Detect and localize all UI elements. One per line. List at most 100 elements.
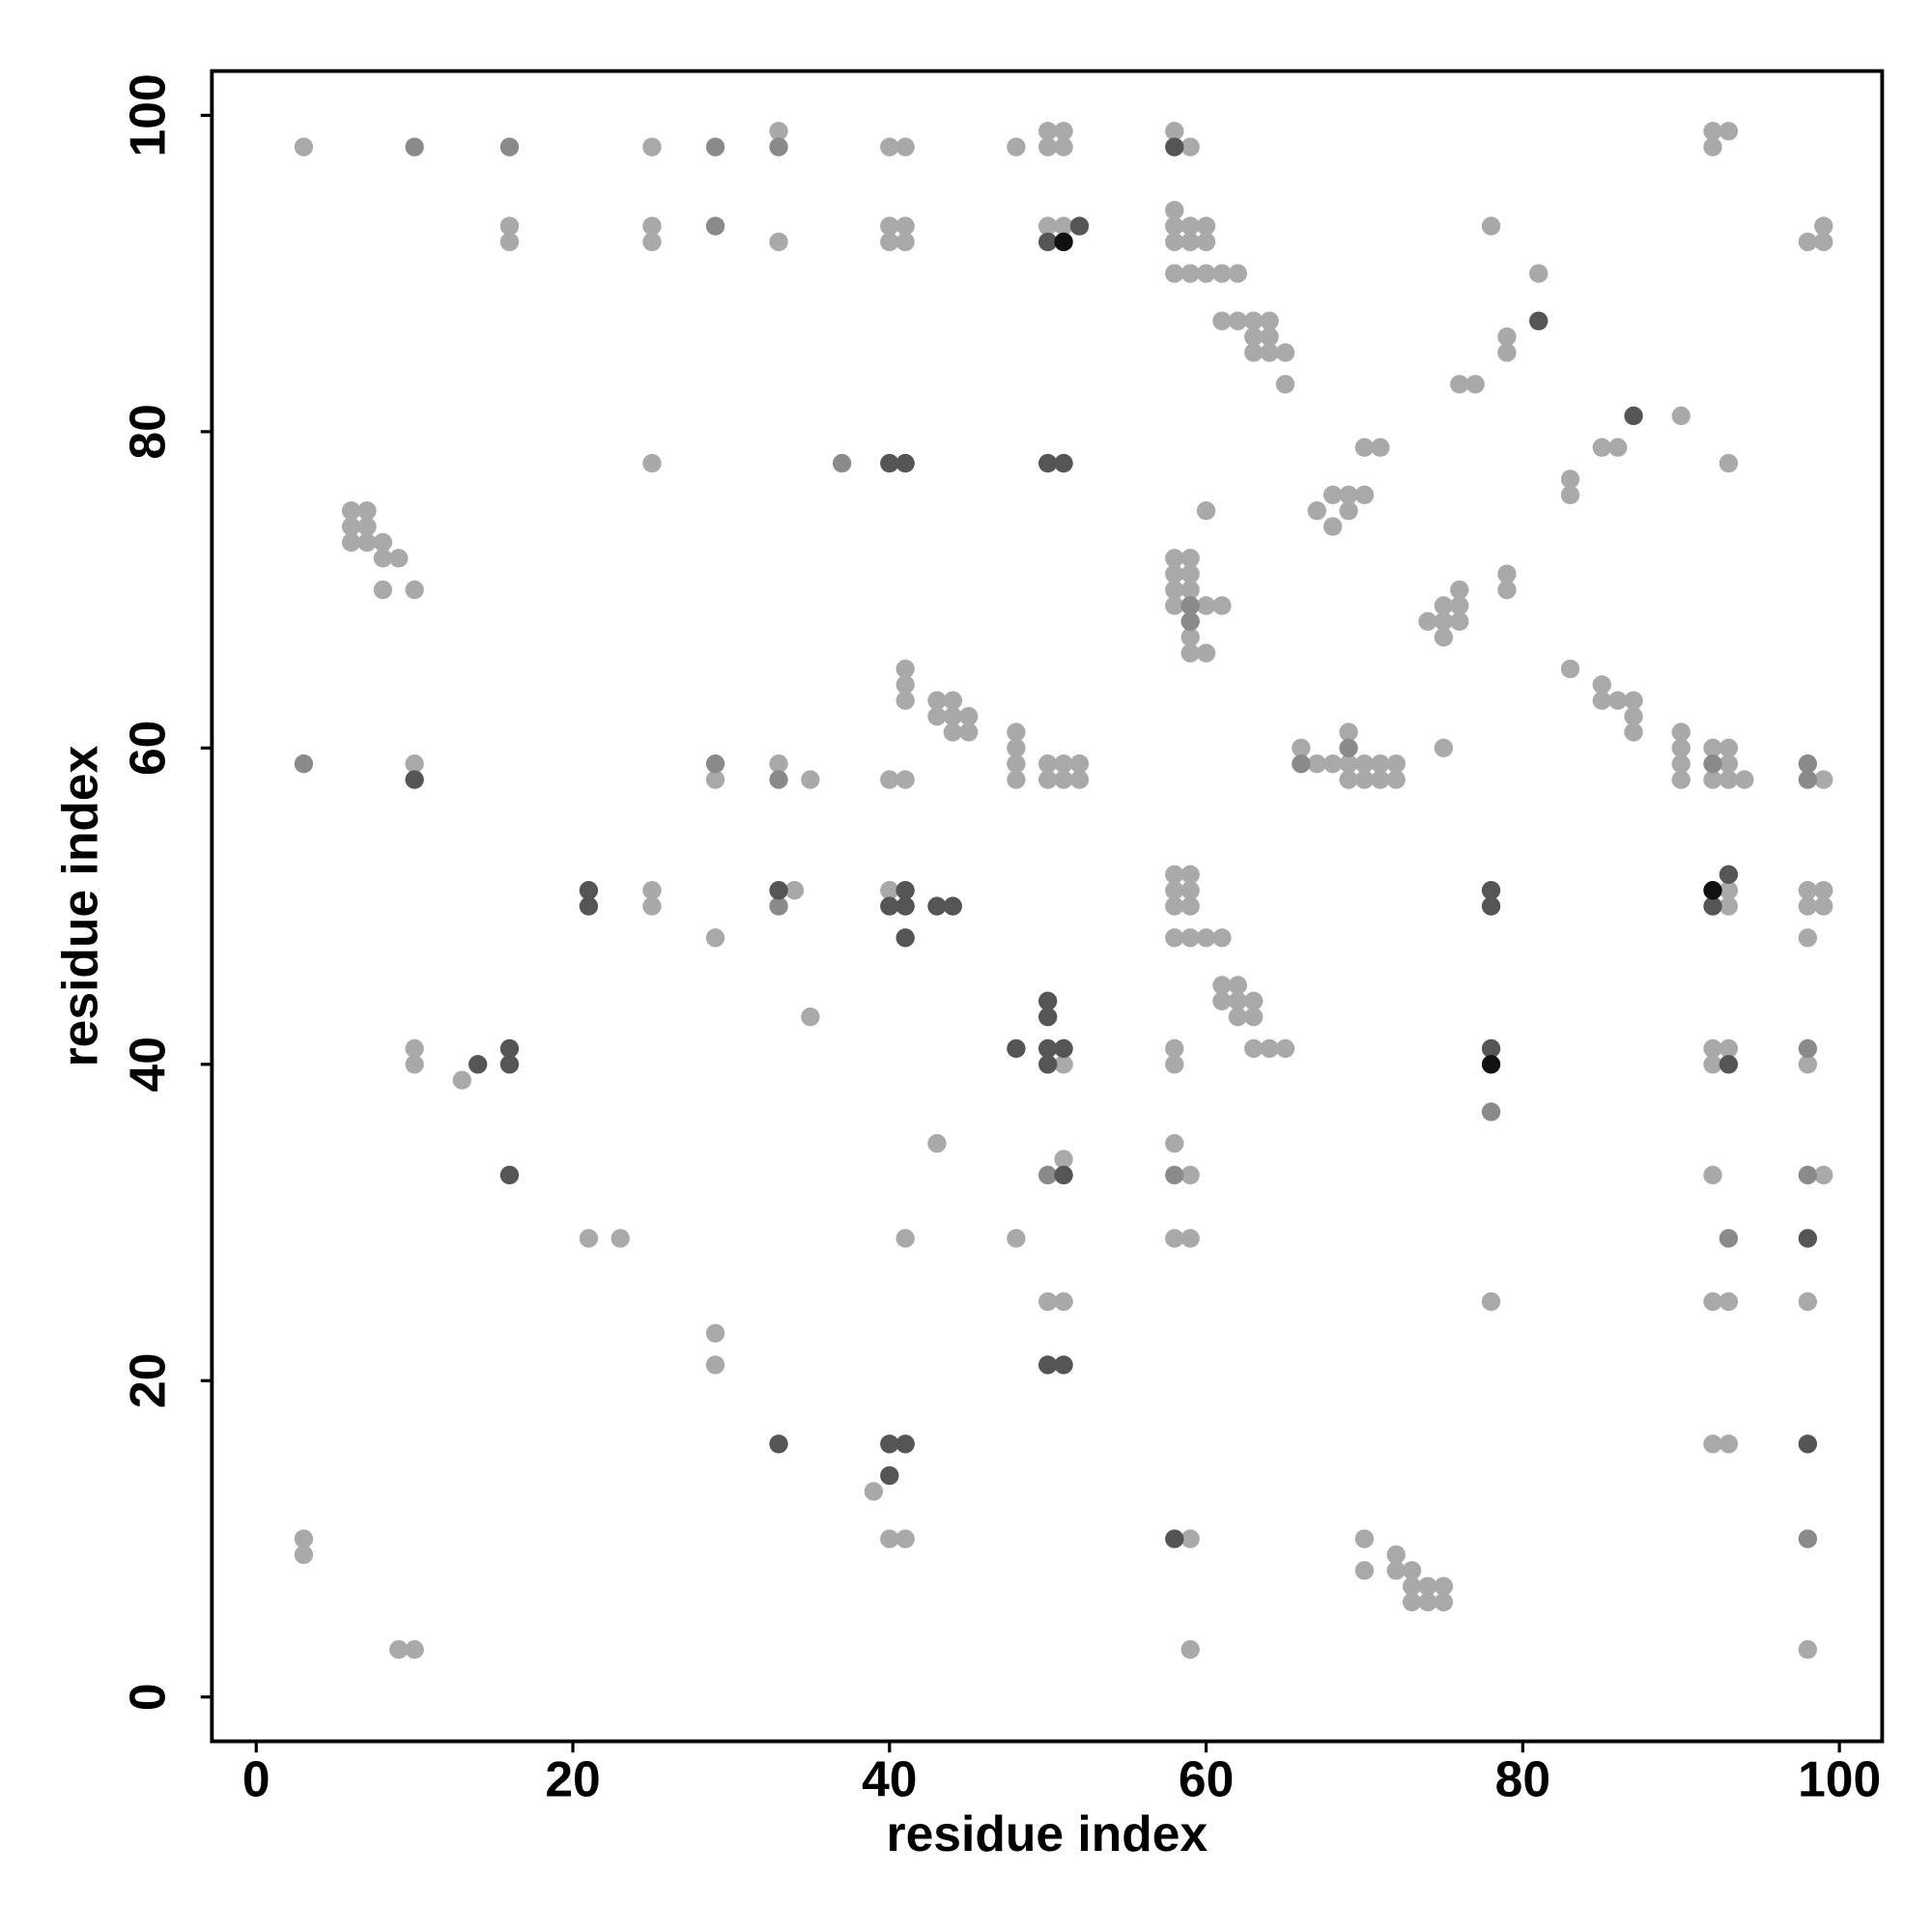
point [642, 137, 662, 156]
point [1007, 770, 1026, 789]
point [895, 770, 915, 789]
point [1719, 865, 1739, 884]
point [1671, 770, 1690, 789]
point [1165, 580, 1184, 600]
point [1196, 596, 1216, 615]
point [1054, 122, 1073, 141]
point [1798, 896, 1818, 916]
point [1260, 1038, 1279, 1059]
point [1180, 216, 1200, 236]
point [1275, 375, 1295, 394]
point [1180, 1529, 1200, 1548]
point [1007, 754, 1026, 774]
point [943, 706, 963, 726]
point [405, 770, 424, 789]
point [1719, 738, 1739, 758]
point [1292, 738, 1311, 758]
point [1354, 1529, 1375, 1548]
point [880, 1465, 899, 1486]
point [801, 1008, 820, 1027]
point [1038, 453, 1058, 473]
y-axis-label: residue index [52, 745, 108, 1066]
point [1402, 1561, 1422, 1580]
point [1212, 976, 1232, 995]
point [1354, 1561, 1375, 1580]
point [1165, 1165, 1184, 1185]
point [1180, 896, 1200, 916]
point [769, 754, 788, 774]
point [1038, 770, 1058, 789]
point [1592, 675, 1611, 695]
point [499, 232, 520, 252]
point [1719, 122, 1739, 141]
point [895, 216, 915, 236]
point [373, 549, 393, 568]
point [1371, 770, 1390, 789]
x-tick-label: 100 [1798, 1750, 1881, 1806]
point [1007, 1229, 1026, 1248]
point [1196, 501, 1216, 521]
point [1703, 1055, 1722, 1074]
point [1260, 311, 1279, 330]
point [1798, 1165, 1818, 1185]
point [642, 896, 662, 916]
point [1529, 264, 1548, 283]
point [880, 896, 899, 916]
point [405, 1639, 424, 1660]
point [1038, 1008, 1058, 1027]
point [927, 1133, 947, 1153]
x-tick-label: 40 [862, 1750, 917, 1806]
point [1165, 564, 1184, 583]
point [1418, 1577, 1437, 1596]
point [1054, 1165, 1073, 1185]
x-axis-label: residue index [887, 1805, 1208, 1861]
y-tick-label: 0 [119, 1683, 175, 1711]
point [1038, 122, 1058, 141]
point [895, 1229, 915, 1248]
point [357, 501, 377, 521]
point [1180, 580, 1200, 600]
point [1180, 1639, 1200, 1660]
point [1671, 738, 1690, 758]
point [705, 1323, 725, 1343]
point [705, 770, 725, 789]
point [1212, 596, 1232, 615]
point [1481, 881, 1501, 900]
point [1481, 1038, 1501, 1059]
point [1038, 991, 1058, 1010]
point [1450, 375, 1469, 394]
point [769, 232, 788, 252]
point [1624, 691, 1643, 710]
point [1165, 1055, 1184, 1074]
point [1038, 137, 1058, 156]
point [1244, 991, 1264, 1010]
point [1165, 200, 1184, 220]
point [1703, 770, 1722, 789]
point [705, 928, 725, 948]
point [1212, 928, 1232, 948]
x-tick-label: 0 [242, 1750, 270, 1806]
point [1228, 1008, 1248, 1027]
point [1180, 232, 1200, 252]
point [1007, 1038, 1026, 1059]
point [1592, 691, 1611, 710]
point [895, 1435, 915, 1454]
point [1814, 896, 1833, 916]
point [1371, 754, 1390, 774]
point [880, 1529, 899, 1548]
point [1196, 928, 1216, 948]
point [864, 1482, 884, 1501]
point [1798, 1055, 1818, 1074]
point [1418, 611, 1437, 632]
point [1180, 137, 1200, 156]
point [1703, 137, 1722, 156]
point [943, 896, 963, 916]
point [1260, 327, 1279, 347]
point [784, 881, 805, 900]
point [1212, 311, 1232, 330]
point [880, 770, 899, 789]
point [373, 532, 393, 553]
point [499, 1165, 520, 1185]
point [1624, 706, 1643, 726]
